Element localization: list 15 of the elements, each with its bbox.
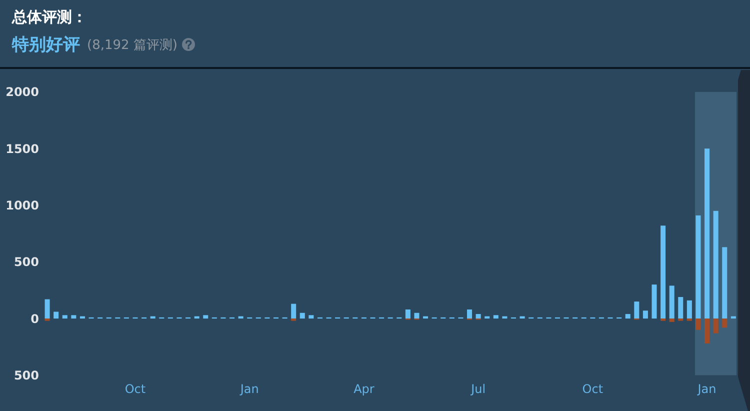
y-tick: 0 (30, 312, 39, 326)
x-tick: Jul (471, 382, 486, 396)
x-tick: Jan (240, 382, 259, 396)
x-tick: Oct (124, 382, 146, 396)
y-tick: 500 (14, 368, 39, 382)
title: 总体评测： (12, 8, 87, 26)
annotation: (8,192 篇评测) (87, 38, 178, 53)
y-tick: 1000 (6, 198, 39, 213)
subtitle: 特别好评 (12, 35, 80, 55)
x-tick: Oct (582, 382, 604, 396)
y-tick: 500 (14, 255, 39, 270)
x-tick: Jan (698, 382, 716, 396)
y-tick: 2000 (6, 85, 39, 100)
y-tick: 1500 (6, 142, 39, 156)
x-tick: Apr (354, 382, 374, 396)
